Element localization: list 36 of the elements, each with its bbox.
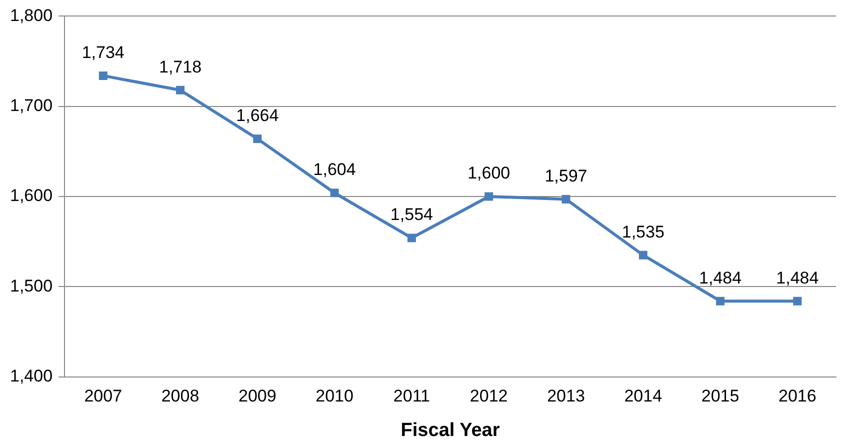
point — [98, 71, 108, 80]
x-tick-label: 2007 — [84, 386, 122, 406]
point — [638, 250, 648, 260]
x-tick-label: 2015 — [701, 386, 740, 406]
x-tick-label: 2013 — [547, 386, 585, 406]
x-tick-label: 2012 — [470, 386, 508, 406]
point — [484, 192, 494, 201]
data-label: 1,484 — [776, 268, 819, 288]
x-axis-title: Fiscal Year — [400, 420, 500, 441]
y-tick-label: 1,400 — [10, 366, 53, 386]
x-tick-label: 2014 — [624, 386, 662, 406]
y-tick-label: 1,800 — [10, 6, 53, 25]
y-tick-label: 1,500 — [10, 276, 53, 296]
data-label: 1,535 — [622, 222, 664, 242]
y-tick-label: 1,700 — [10, 96, 53, 116]
data-label: 1,484 — [699, 268, 742, 288]
data-label: 1,597 — [544, 166, 588, 186]
data-label: 1,664 — [236, 106, 279, 125]
y-tick-label: 1,600 — [10, 186, 53, 206]
point — [176, 86, 185, 94]
x-tick-label: 2009 — [238, 386, 276, 406]
data-label: 1,554 — [390, 205, 433, 224]
point — [253, 134, 262, 144]
data-label: 1,734 — [82, 42, 124, 62]
data-label: 1,604 — [313, 160, 356, 180]
data-label: 1,600 — [468, 164, 510, 183]
x-tick-label: 2010 — [316, 386, 354, 406]
x-tick-label: 2011 — [393, 386, 430, 406]
point — [407, 234, 416, 242]
x-tick-label: 2008 — [161, 386, 200, 406]
point — [716, 296, 725, 306]
point — [562, 194, 570, 204]
point — [793, 296, 802, 306]
x-tick-label: 2016 — [778, 386, 816, 406]
data-label: 1,718 — [158, 57, 202, 76]
point — [330, 188, 339, 198]
